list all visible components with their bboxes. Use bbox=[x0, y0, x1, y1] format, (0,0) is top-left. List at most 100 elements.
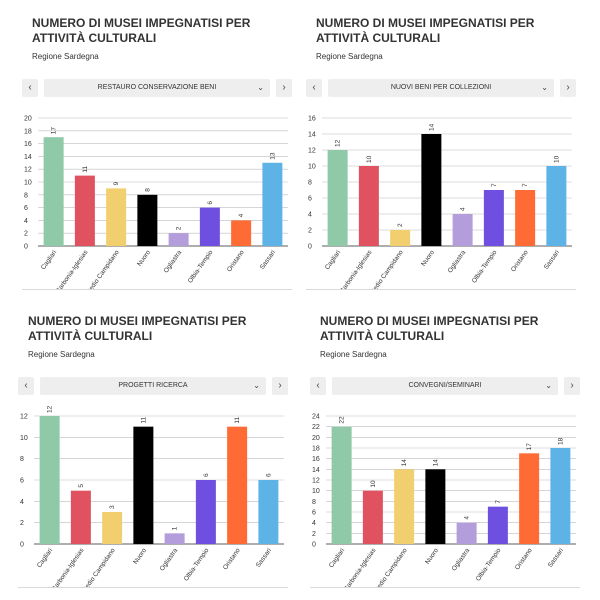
x-tick-label: Carbonia-Iglesias bbox=[343, 547, 378, 588]
bar bbox=[390, 230, 411, 246]
data-label: 7 bbox=[522, 183, 529, 187]
x-tick-label: Oristano bbox=[226, 249, 246, 273]
bar bbox=[331, 426, 352, 544]
chart-panel-convegni: NUMERO DI MUSEI IMPEGNATISI PER ATTIVITÀ… bbox=[310, 306, 580, 588]
prev-category-button[interactable]: ‹ bbox=[18, 377, 34, 395]
category-dropdown-value: NUOVI BENI PER COLLEZIONI bbox=[390, 84, 492, 91]
bar bbox=[43, 137, 64, 246]
chart-subtitle: Regione Sardegna bbox=[320, 350, 387, 359]
x-tick-label: Cagliari bbox=[36, 547, 54, 569]
bar bbox=[231, 220, 252, 246]
category-dropdown[interactable]: CONVEGNI/SEMINARI ⌄ bbox=[332, 377, 558, 395]
y-tick-label: 22 bbox=[312, 424, 320, 431]
x-tick-label: Olbia-Tempio bbox=[471, 249, 499, 285]
category-selector: ‹ NUOVI BENI PER COLLEZIONI ⌄ › bbox=[306, 79, 576, 97]
y-tick-label: 4 bbox=[20, 499, 24, 506]
data-label: 14 bbox=[401, 459, 408, 467]
x-tick-label: Sassari bbox=[543, 249, 561, 271]
chart-title: NUMERO DI MUSEI IMPEGNATISI PER ATTIVITÀ… bbox=[316, 16, 535, 45]
x-tick-label: Nuoro bbox=[136, 249, 152, 268]
y-tick-label: 24 bbox=[312, 414, 320, 421]
x-tick-label: Medio Campidano bbox=[81, 547, 117, 588]
data-label: 22 bbox=[339, 416, 346, 424]
data-label: 5 bbox=[78, 484, 85, 488]
prev-category-button[interactable]: ‹ bbox=[306, 79, 322, 97]
bar bbox=[102, 512, 123, 544]
chevron-down-icon: ⌄ bbox=[541, 83, 548, 92]
data-label: 18 bbox=[557, 437, 564, 445]
x-tick-label: Ogliastra bbox=[451, 547, 472, 573]
y-tick-label: 6 bbox=[308, 196, 312, 203]
data-label: 9 bbox=[113, 181, 120, 185]
chevron-left-icon: ‹ bbox=[24, 380, 28, 391]
y-tick-label: 20 bbox=[312, 435, 320, 442]
x-tick-label: Carbonia-Iglesias bbox=[51, 547, 86, 588]
category-dropdown[interactable]: RESTAURO CONSERVAZIONE BENI ⌄ bbox=[44, 79, 270, 97]
category-selector: ‹ CONVEGNI/SEMINARI ⌄ › bbox=[310, 377, 580, 395]
data-label: 2 bbox=[176, 226, 183, 230]
data-label: 12 bbox=[47, 405, 54, 413]
prev-category-button[interactable]: ‹ bbox=[310, 377, 326, 395]
y-tick-label: 20 bbox=[24, 116, 32, 123]
chart-subtitle: Regione Sardegna bbox=[316, 52, 383, 61]
data-label: 4 bbox=[238, 213, 245, 217]
chart-subtitle: Regione Sardegna bbox=[32, 52, 99, 61]
bar-chart: 0 2 4 6 8 10 12 14 16 18 20 17 Cagliari 11 Carbonia-Ig… bbox=[24, 116, 288, 290]
x-tick-label: Cagliari bbox=[40, 249, 58, 271]
bar bbox=[487, 506, 508, 544]
x-tick-label: Carbonia-Iglesias bbox=[55, 249, 90, 290]
data-label: 7 bbox=[491, 183, 498, 187]
bar bbox=[327, 150, 348, 246]
y-tick-label: 0 bbox=[308, 244, 312, 251]
category-selector: ‹ RESTAURO CONSERVAZIONE BENI ⌄ › bbox=[22, 79, 292, 97]
chevron-left-icon: ‹ bbox=[312, 82, 316, 93]
y-tick-label: 14 bbox=[312, 467, 320, 474]
chevron-down-icon: ⌄ bbox=[253, 381, 260, 390]
next-category-button[interactable]: › bbox=[272, 377, 288, 395]
y-tick-label: 12 bbox=[308, 148, 316, 155]
data-label: 14 bbox=[428, 123, 435, 131]
bar bbox=[452, 214, 473, 246]
bar bbox=[425, 469, 446, 544]
x-tick-label: Sassari bbox=[259, 249, 277, 271]
data-label: 12 bbox=[335, 139, 342, 147]
y-tick-label: 6 bbox=[24, 205, 28, 212]
x-tick-label: Ogliastra bbox=[447, 249, 468, 275]
chart-panel-nuovi-beni: NUMERO DI MUSEI IMPEGNATISI PER ATTIVITÀ… bbox=[306, 8, 576, 290]
category-dropdown[interactable]: PROGETTI RICERCA ⌄ bbox=[40, 377, 266, 395]
chevron-left-icon: ‹ bbox=[28, 82, 32, 93]
bar bbox=[258, 480, 279, 544]
category-dropdown-value: RESTAURO CONSERVAZIONE BENI bbox=[97, 84, 217, 91]
y-tick-label: 6 bbox=[20, 478, 24, 485]
next-category-button[interactable]: › bbox=[560, 79, 576, 97]
chevron-right-icon: › bbox=[566, 82, 570, 93]
y-tick-label: 16 bbox=[308, 116, 316, 123]
y-tick-label: 0 bbox=[312, 542, 316, 549]
bar bbox=[106, 188, 127, 246]
data-label: 10 bbox=[366, 155, 373, 163]
y-tick-label: 2 bbox=[308, 228, 312, 235]
bar bbox=[550, 448, 571, 544]
category-dropdown[interactable]: NUOVI BENI PER COLLEZIONI ⌄ bbox=[328, 79, 554, 97]
bar bbox=[394, 469, 415, 544]
category-dropdown-value: CONVEGNI/SEMINARI bbox=[408, 382, 482, 389]
chart-panel-progetti-ricerca: NUMERO DI MUSEI IMPEGNATISI PER ATTIVITÀ… bbox=[18, 306, 288, 588]
y-tick-label: 2 bbox=[24, 231, 28, 238]
data-label: 8 bbox=[144, 188, 151, 192]
next-category-button[interactable]: › bbox=[276, 79, 292, 97]
chart-title: NUMERO DI MUSEI IMPEGNATISI PER ATTIVITÀ… bbox=[32, 16, 251, 45]
prev-category-button[interactable]: ‹ bbox=[22, 79, 38, 97]
bar bbox=[519, 453, 540, 544]
bar bbox=[168, 233, 189, 246]
bar bbox=[262, 162, 283, 246]
data-label: 14 bbox=[432, 459, 439, 467]
y-tick-label: 16 bbox=[312, 456, 320, 463]
x-tick-label: Oristano bbox=[510, 249, 530, 273]
x-tick-label: Olbia-Tempio bbox=[475, 547, 503, 583]
data-label: 6 bbox=[203, 473, 210, 477]
bar-chart: 0 2 4 6 8 10 12 12 Cagliari 5 Carbonia-Iglesias 3 Me… bbox=[20, 405, 284, 588]
chevron-left-icon: ‹ bbox=[316, 380, 320, 391]
next-category-button[interactable]: › bbox=[564, 377, 580, 395]
chart-panel-restauro: NUMERO DI MUSEI IMPEGNATISI PER ATTIVITÀ… bbox=[22, 8, 292, 290]
